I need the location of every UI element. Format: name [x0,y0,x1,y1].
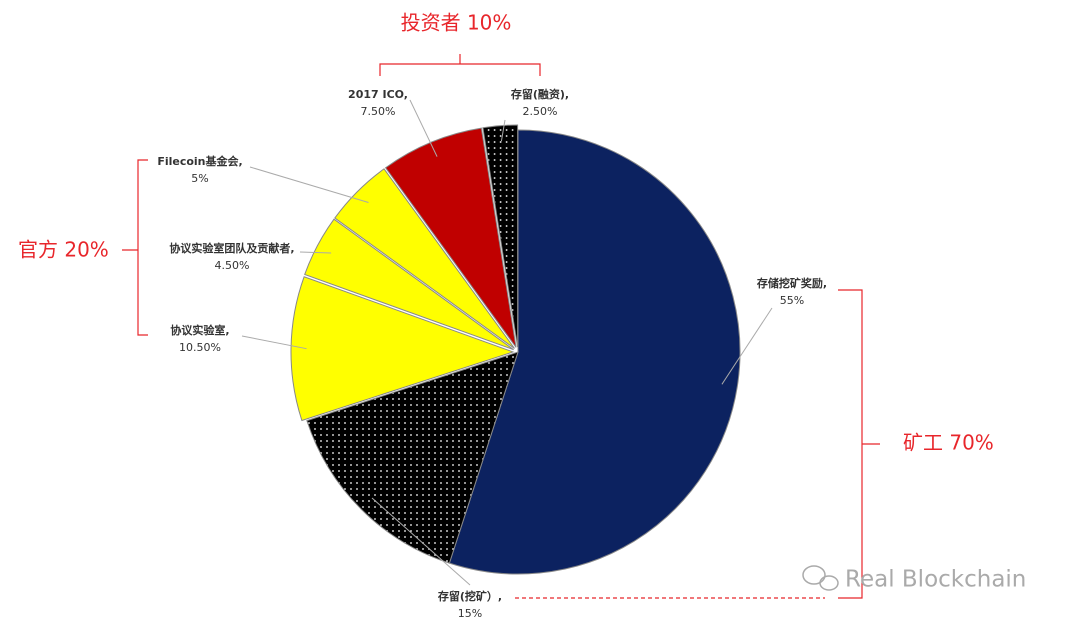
pie-slice [290,276,515,422]
value-label: 5% [191,172,208,185]
value-label: 7.50% [361,105,396,118]
value-label: 2.50% [523,105,558,118]
category-label: 协议实验室团队及贡献者, [169,241,294,255]
leader-line [249,166,369,203]
category-label: 存留(挖矿）, [438,589,502,603]
group-brackets [122,54,880,599]
leader-line [721,307,773,385]
category-label: 存储挖矿奖励, [757,276,827,290]
bracket-miners [838,289,880,599]
category-label: 协议实验室, [170,323,229,337]
bracket-official [122,159,148,336]
pie-slice [448,129,741,575]
pie-slice [384,127,517,348]
leader-line [409,99,438,157]
pie-slice [306,351,519,564]
category-label: 2017 ICO, [348,88,408,101]
pie-slice [334,168,515,349]
value-label: 4.50% [215,259,250,272]
group-label: 官方 20% [18,238,109,262]
bracket-investors [379,54,541,76]
pie-slice [482,124,519,348]
value-label: 10.50% [179,341,221,354]
watermark: Real Blockchain [845,567,1026,593]
category-label: 存留(融资), [511,87,569,101]
watermark-icon [802,565,839,591]
leader-line [371,497,471,586]
group-label: 矿工 70% [903,431,994,455]
leader-line [299,251,332,254]
leader-line [500,119,506,142]
category-label: Filecoin基金会, [157,154,242,168]
value-label: 15% [458,607,482,620]
group-label: 投资者 10% [401,11,512,35]
pie-slice [304,218,514,351]
leader-line [241,335,307,350]
value-label: 55% [780,294,804,307]
